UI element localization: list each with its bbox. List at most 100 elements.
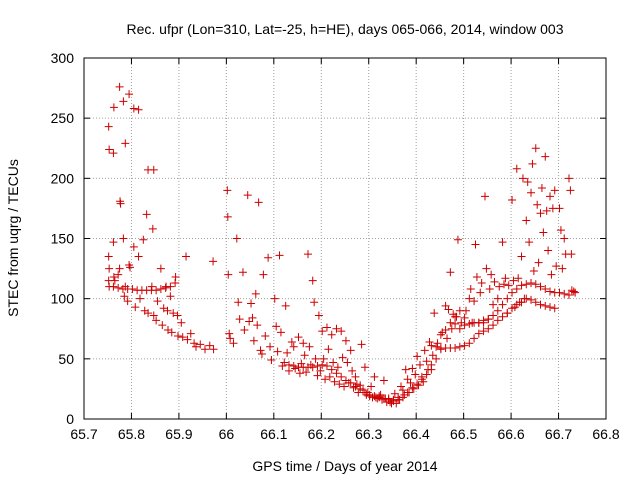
data-point: [451, 319, 460, 328]
data-point: [299, 339, 308, 348]
data-point: [367, 382, 376, 391]
data-point: [166, 292, 175, 301]
data-point: [115, 82, 124, 91]
data-point: [517, 298, 526, 307]
data-point: [396, 382, 405, 391]
data-point: [479, 316, 488, 325]
data-point: [245, 317, 254, 326]
data-point: [485, 285, 494, 294]
data-point: [379, 394, 388, 403]
data-point: [460, 313, 469, 322]
data-point: [460, 341, 469, 350]
data-point: [541, 301, 550, 310]
x-tick-label: 66.1: [260, 426, 287, 442]
data-point: [550, 304, 559, 313]
data-point: [552, 262, 561, 271]
x-axis-label: GPS time / Days of year 2014: [252, 458, 437, 474]
data-point: [432, 342, 441, 351]
data-point: [441, 325, 450, 334]
data-point: [128, 285, 137, 294]
data-point: [156, 285, 165, 294]
data-point: [537, 183, 546, 192]
data-point: [493, 316, 502, 325]
data-point: [166, 282, 175, 291]
data-point: [495, 282, 504, 291]
data-point: [289, 342, 298, 351]
data-point: [343, 358, 352, 367]
data-point: [229, 339, 238, 348]
data-point: [531, 144, 540, 153]
data-point: [173, 331, 182, 340]
data-point: [460, 321, 469, 330]
data-point: [134, 105, 143, 114]
data-point: [471, 240, 480, 249]
data-point: [466, 285, 475, 294]
data-point: [272, 322, 281, 331]
data-point: [349, 383, 358, 392]
data-point: [455, 324, 464, 333]
data-point: [238, 268, 247, 277]
data-point: [422, 357, 431, 366]
x-tick-label: 66.2: [308, 426, 335, 442]
data-point: [313, 371, 322, 380]
data-point: [489, 311, 498, 320]
data-point: [536, 300, 545, 309]
data-point: [536, 209, 545, 218]
data-point: [114, 270, 123, 279]
data-point: [390, 389, 399, 398]
data-point: [302, 368, 311, 377]
data-point: [465, 339, 474, 348]
data-point: [142, 210, 151, 219]
data-point: [110, 276, 119, 285]
data-point: [541, 152, 550, 161]
x-tick-labels: 65.7 65.8 65.9 66 66.1 66.2 66.3 66.4 66.5 66.6 66…: [70, 426, 619, 442]
data-point: [360, 363, 369, 372]
data-point: [398, 386, 407, 395]
data-point: [564, 291, 573, 300]
data-point: [489, 321, 498, 330]
data-point: [316, 366, 325, 375]
data-point: [161, 283, 170, 292]
data-point: [226, 334, 235, 343]
data-point: [201, 345, 210, 354]
data-point: [508, 288, 517, 297]
data-point: [480, 192, 489, 201]
data-point: [259, 270, 268, 279]
data-point: [501, 274, 510, 283]
data-point: [261, 331, 270, 340]
data-point: [173, 311, 182, 320]
data-point: [119, 234, 128, 243]
data-point: [109, 273, 118, 282]
data-point: [357, 340, 366, 349]
data-point: [411, 370, 420, 379]
data-point: [178, 333, 187, 342]
data-point: [109, 282, 118, 291]
data-point: [508, 304, 517, 313]
data-point: [249, 336, 258, 345]
data-point: [522, 216, 531, 225]
data-point: [379, 376, 388, 385]
data-point: [533, 200, 542, 209]
data-point: [278, 362, 287, 371]
y-tick-label: 150: [51, 231, 75, 247]
data-point: [428, 351, 437, 360]
data-point: [240, 325, 249, 334]
data-point: [319, 354, 328, 363]
data-point: [322, 362, 331, 371]
data-point: [253, 321, 262, 330]
data-point: [351, 372, 360, 381]
data-point: [422, 370, 431, 379]
data-point: [303, 250, 312, 259]
data-point: [375, 393, 384, 402]
data-point: [275, 251, 284, 260]
data-point: [105, 145, 114, 154]
data-point: [329, 358, 338, 367]
data-point: [149, 311, 158, 320]
data-point: [119, 97, 128, 106]
data-point: [152, 316, 161, 325]
data-point: [474, 318, 483, 327]
data-point: [267, 356, 276, 365]
data-point: [332, 369, 341, 378]
data-point: [270, 294, 279, 303]
data-point: [474, 329, 483, 338]
